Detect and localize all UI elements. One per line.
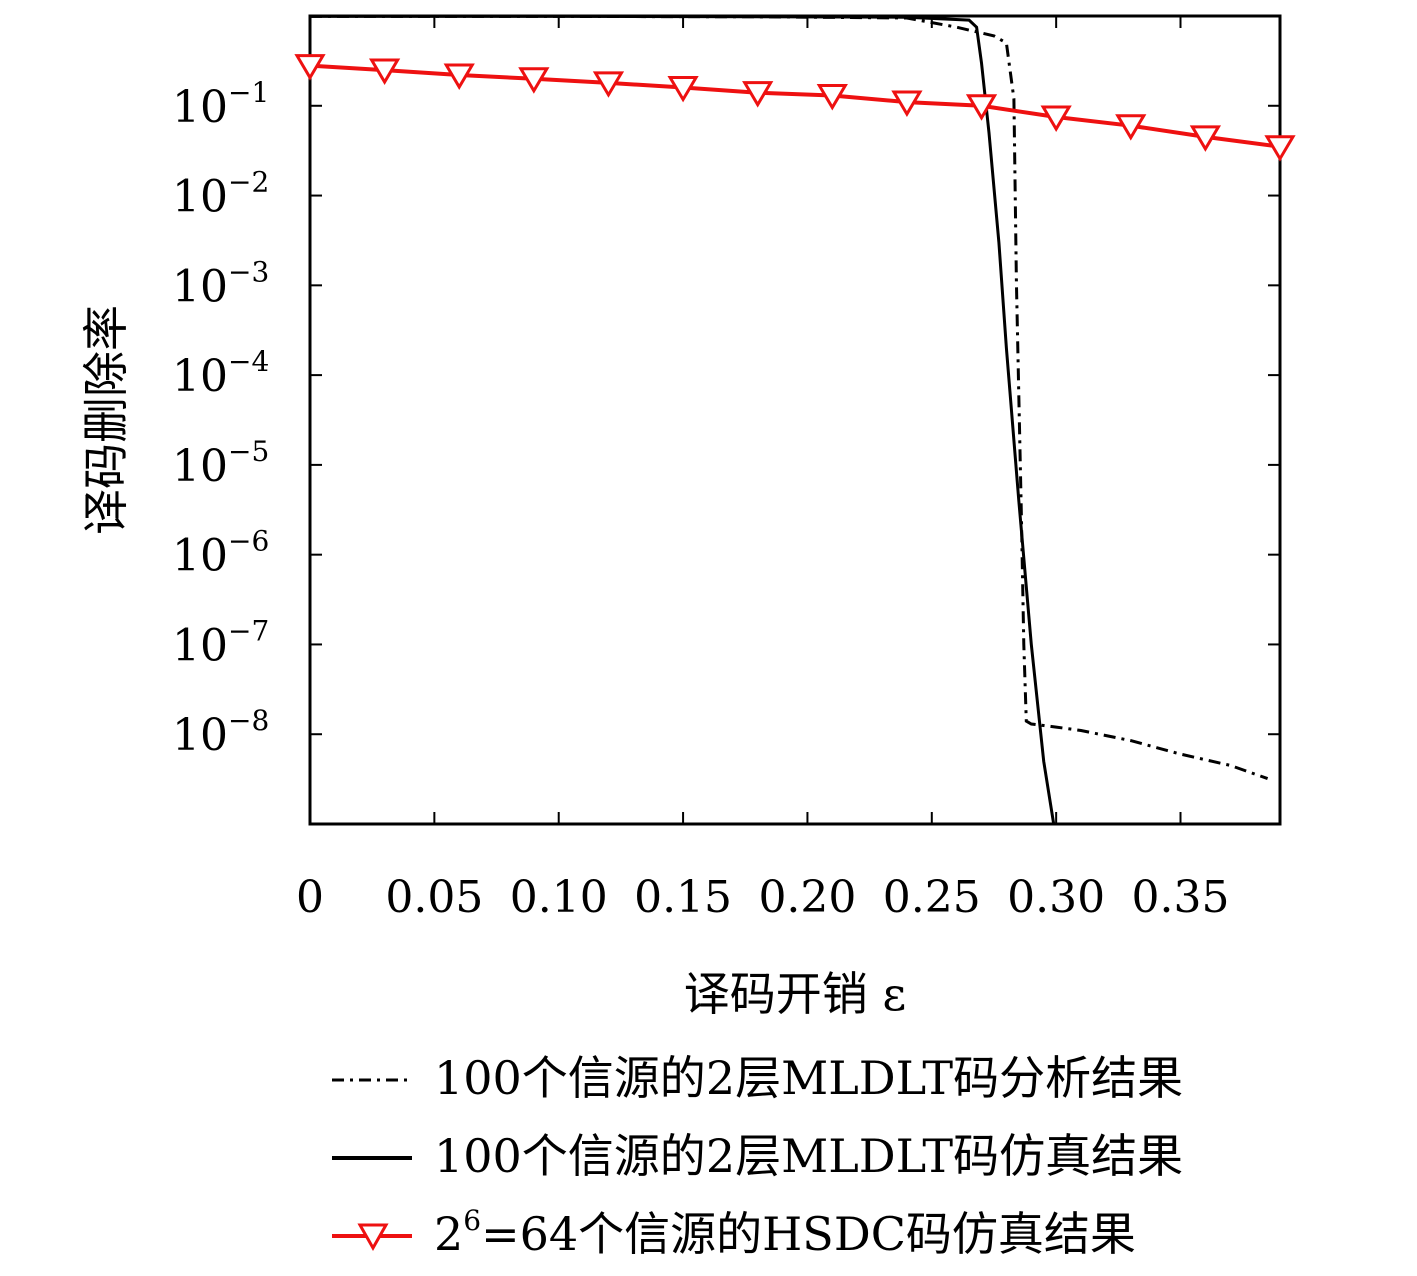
x-tick-label: 0.30 (1007, 872, 1105, 923)
legend-triangle-marker-icon (357, 1223, 389, 1252)
y-tick-label: 10−6 (172, 525, 269, 582)
x-tick-label: 0.15 (634, 872, 732, 923)
x-tick-label: 0.05 (385, 872, 483, 923)
series-line-2 (310, 63, 1280, 149)
y-axis-ticks: 10−1 10−2 10−3 10−4 10−5 10−6 10−7 10−8 (172, 76, 1280, 761)
series-marker-triangle (1189, 125, 1222, 152)
series-marker-triangle (592, 71, 625, 98)
series-marker-triangle (1040, 105, 1072, 132)
x-axis-label: 译码开销 ε (684, 967, 906, 1021)
legend: 100个信源的2层MLDLT码分析结果 100个信源的2层MLDLT码仿真结果 … (332, 1051, 1183, 1261)
y-tick-label: 10−5 (172, 435, 269, 492)
series-marker-triangle (443, 63, 475, 90)
x-tick-label: 0.25 (883, 872, 981, 923)
legend-entry-hsdc: 26=64个信源的HSDC码仿真结果 (332, 1204, 1136, 1261)
series-marker-triangle (1264, 135, 1296, 162)
x-tick-label: 0.20 (758, 872, 856, 923)
x-tick-label: 0 (296, 872, 324, 923)
y-tick-label: 10−4 (172, 345, 269, 402)
series-line-1 (310, 16, 1056, 824)
x-axis-ticks: 0 0.05 0.10 0.15 0.20 0.25 0.30 0.35 (296, 16, 1229, 923)
series-marker-triangle (816, 84, 848, 111)
series-line-0 (310, 16, 1269, 781)
legend-label-simulation: 100个信源的2层MLDLT码仿真结果 (434, 1129, 1183, 1183)
y-tick-label: 10−2 (172, 166, 269, 223)
plot-frame (308, 14, 1282, 826)
series-marker-triangle (667, 75, 699, 103)
y-tick-label: 10−1 (172, 76, 269, 133)
y-tick-label: 10−3 (172, 255, 269, 312)
x-tick-label: 0.35 (1132, 872, 1230, 923)
legend-label-analysis: 100个信源的2层MLDLT码分析结果 (434, 1051, 1183, 1105)
series-layer (294, 16, 1296, 824)
series-marker-triangle (294, 54, 326, 81)
legend-label-hsdc: 26=64个信源的HSDC码仿真结果 (434, 1204, 1136, 1261)
y-tick-label: 10−8 (172, 704, 269, 761)
legend-entry-analysis: 100个信源的2层MLDLT码分析结果 (332, 1051, 1183, 1105)
y-axis-label: 译码删除率 (79, 305, 133, 535)
series-marker-triangle (368, 58, 401, 86)
x-tick-label: 0.10 (510, 872, 608, 923)
series-marker-triangle (1115, 114, 1147, 141)
legend-entry-simulation: 100个信源的2层MLDLT码仿真结果 (332, 1129, 1183, 1183)
series-marker-triangle (742, 81, 774, 108)
series-marker-triangle (891, 90, 923, 118)
series-marker-triangle (518, 67, 550, 94)
y-tick-label: 10−7 (172, 614, 269, 671)
series-marker-triangle (965, 94, 998, 121)
